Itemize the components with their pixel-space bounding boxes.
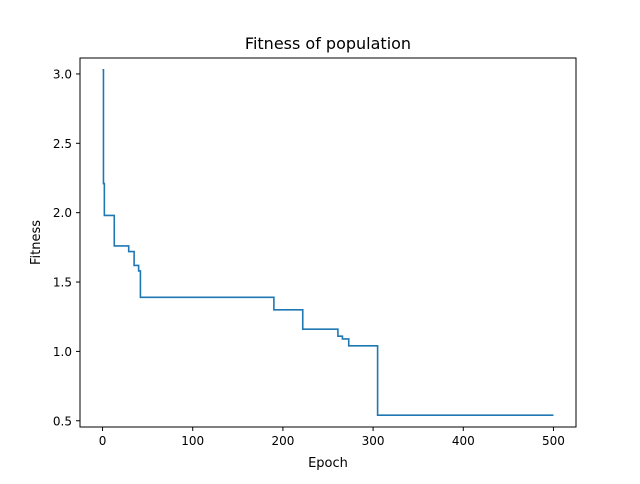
- y-axis-label: Fitness: [29, 220, 44, 265]
- y-tick-label: 1.5: [53, 276, 72, 290]
- plot-area: [80, 58, 576, 427]
- series-layer: [102, 68, 554, 417]
- x-tick-label: 0: [99, 434, 107, 448]
- y-tick-label: 1.0: [53, 345, 72, 359]
- x-tick-label: 500: [542, 434, 565, 448]
- x-axis-label: Epoch: [308, 456, 348, 471]
- fitness-series-line: [102, 68, 554, 417]
- x-tick-label: 300: [362, 434, 385, 448]
- y-tick-label: 3.0: [53, 67, 72, 81]
- y-tick-label: 2.0: [53, 206, 72, 220]
- ticks-layer: 0 100 200 300 400 500 0.5 1.0 1.5 2.0 2.5 3.0: [53, 67, 565, 448]
- x-tick-label: 200: [271, 434, 294, 448]
- y-tick-label: 2.5: [53, 137, 72, 151]
- x-tick-label: 100: [181, 434, 204, 448]
- x-tick-label: 400: [452, 434, 475, 448]
- plot-frame: [79, 57, 577, 428]
- y-tick-label: 0.5: [53, 414, 72, 428]
- chart-title: Fitness of population: [245, 34, 411, 53]
